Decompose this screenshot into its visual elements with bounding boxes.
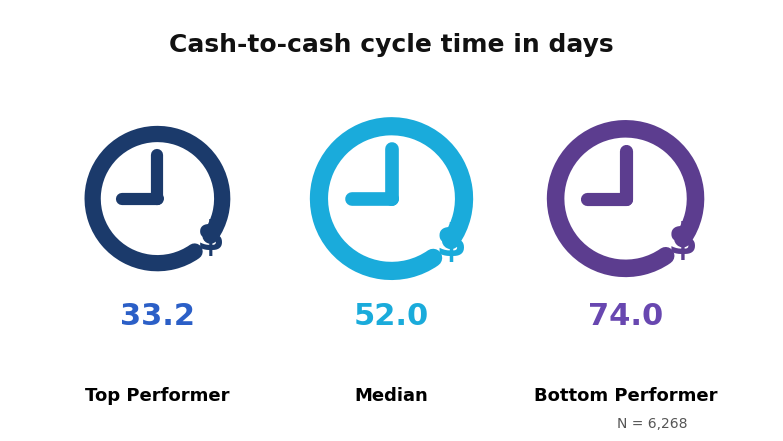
Text: Cash-to-cash cycle time in days: Cash-to-cash cycle time in days [169,33,614,57]
Text: Median: Median [355,387,428,405]
Text: $: $ [435,222,467,265]
Text: N = 6,268: N = 6,268 [618,417,688,431]
Text: Top Performer: Top Performer [85,387,229,405]
Text: 74.0: 74.0 [588,303,663,331]
Text: $: $ [668,221,698,263]
Circle shape [152,193,164,204]
Text: $: $ [197,219,225,258]
Text: 33.2: 33.2 [120,303,195,331]
Circle shape [385,192,398,205]
Text: 52.0: 52.0 [354,303,429,331]
Text: Bottom Performer: Bottom Performer [534,387,717,405]
Circle shape [619,192,632,205]
